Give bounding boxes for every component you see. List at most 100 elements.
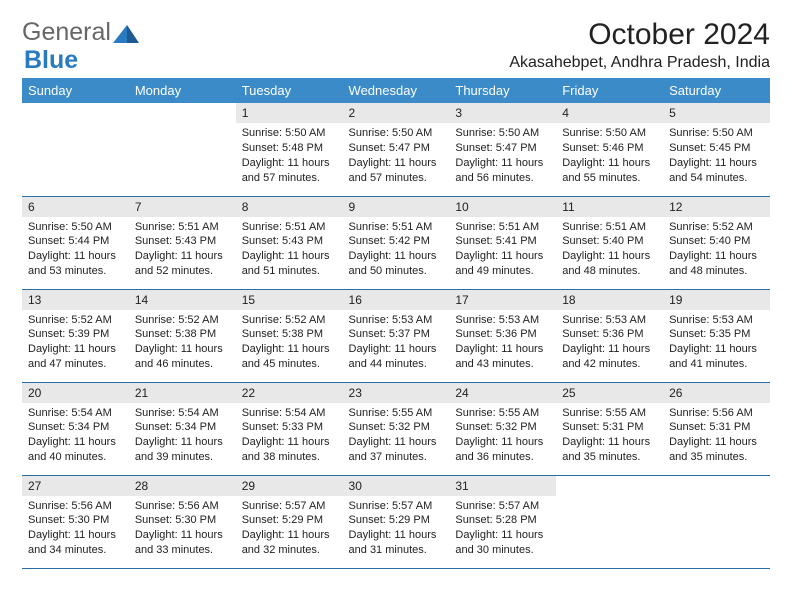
calendar-cell: 8Sunrise: 5:51 AMSunset: 5:43 PMDaylight… — [236, 196, 343, 289]
sunrise-line: Sunrise: 5:50 AM — [562, 126, 657, 141]
calendar-cell: 24Sunrise: 5:55 AMSunset: 5:32 PMDayligh… — [449, 382, 556, 475]
calendar-cell: 20Sunrise: 5:54 AMSunset: 5:34 PMDayligh… — [22, 382, 129, 475]
day-number: 2 — [343, 103, 450, 123]
day-number: 21 — [129, 383, 236, 403]
sunset-line: Sunset: 5:30 PM — [135, 513, 230, 528]
day-body: Sunrise: 5:50 AMSunset: 5:46 PMDaylight:… — [556, 123, 663, 189]
sunset-line: Sunset: 5:40 PM — [669, 234, 764, 249]
calendar-cell — [129, 103, 236, 196]
day-body: Sunrise: 5:52 AMSunset: 5:39 PMDaylight:… — [22, 310, 129, 376]
day-body: Sunrise: 5:50 AMSunset: 5:47 PMDaylight:… — [343, 123, 450, 189]
day-number: 23 — [343, 383, 450, 403]
calendar-cell: 31Sunrise: 5:57 AMSunset: 5:28 PMDayligh… — [449, 475, 556, 568]
sunrise-line: Sunrise: 5:53 AM — [349, 313, 444, 328]
sunset-line: Sunset: 5:28 PM — [455, 513, 550, 528]
brand-part2-wrap: Blue — [24, 46, 78, 75]
sunrise-line: Sunrise: 5:50 AM — [669, 126, 764, 141]
day-body: Sunrise: 5:56 AMSunset: 5:30 PMDaylight:… — [129, 496, 236, 562]
day-number: 17 — [449, 290, 556, 310]
calendar-body: 1Sunrise: 5:50 AMSunset: 5:48 PMDaylight… — [22, 103, 770, 568]
daylight-line: Daylight: 11 hours and 49 minutes. — [455, 249, 550, 279]
daylight-line: Daylight: 11 hours and 54 minutes. — [669, 156, 764, 186]
daylight-line: Daylight: 11 hours and 33 minutes. — [135, 528, 230, 558]
daylight-line: Daylight: 11 hours and 36 minutes. — [455, 435, 550, 465]
sunrise-line: Sunrise: 5:53 AM — [669, 313, 764, 328]
sunrise-line: Sunrise: 5:55 AM — [349, 406, 444, 421]
logo: General — [22, 18, 139, 47]
page-title: October 2024 — [509, 18, 770, 52]
daylight-line: Daylight: 11 hours and 35 minutes. — [669, 435, 764, 465]
daylight-line: Daylight: 11 hours and 38 minutes. — [242, 435, 337, 465]
day-header: Friday — [556, 78, 663, 103]
brand-part2: Blue — [24, 46, 78, 74]
calendar-cell: 19Sunrise: 5:53 AMSunset: 5:35 PMDayligh… — [663, 289, 770, 382]
day-body: Sunrise: 5:51 AMSunset: 5:41 PMDaylight:… — [449, 217, 556, 283]
sunset-line: Sunset: 5:36 PM — [562, 327, 657, 342]
day-number: 5 — [663, 103, 770, 123]
day-body: Sunrise: 5:57 AMSunset: 5:29 PMDaylight:… — [343, 496, 450, 562]
day-number: 19 — [663, 290, 770, 310]
calendar-cell: 9Sunrise: 5:51 AMSunset: 5:42 PMDaylight… — [343, 196, 450, 289]
day-body: Sunrise: 5:55 AMSunset: 5:32 PMDaylight:… — [343, 403, 450, 469]
day-body: Sunrise: 5:51 AMSunset: 5:43 PMDaylight:… — [129, 217, 236, 283]
calendar-cell: 18Sunrise: 5:53 AMSunset: 5:36 PMDayligh… — [556, 289, 663, 382]
day-body: Sunrise: 5:54 AMSunset: 5:34 PMDaylight:… — [129, 403, 236, 469]
sunrise-line: Sunrise: 5:51 AM — [135, 220, 230, 235]
day-number: 29 — [236, 476, 343, 496]
sunrise-line: Sunrise: 5:56 AM — [28, 499, 123, 514]
day-body: Sunrise: 5:56 AMSunset: 5:31 PMDaylight:… — [663, 403, 770, 469]
sunrise-line: Sunrise: 5:56 AM — [669, 406, 764, 421]
calendar-cell: 23Sunrise: 5:55 AMSunset: 5:32 PMDayligh… — [343, 382, 450, 475]
day-number: 1 — [236, 103, 343, 123]
calendar-cell: 27Sunrise: 5:56 AMSunset: 5:30 PMDayligh… — [22, 475, 129, 568]
calendar-cell: 1Sunrise: 5:50 AMSunset: 5:48 PMDaylight… — [236, 103, 343, 196]
sunset-line: Sunset: 5:40 PM — [562, 234, 657, 249]
logo-triangle-icon — [113, 23, 139, 43]
calendar-header-row: SundayMondayTuesdayWednesdayThursdayFrid… — [22, 78, 770, 103]
sunrise-line: Sunrise: 5:52 AM — [242, 313, 337, 328]
sunset-line: Sunset: 5:45 PM — [669, 141, 764, 156]
calendar-cell: 13Sunrise: 5:52 AMSunset: 5:39 PMDayligh… — [22, 289, 129, 382]
calendar-cell — [663, 475, 770, 568]
day-body: Sunrise: 5:51 AMSunset: 5:42 PMDaylight:… — [343, 217, 450, 283]
sunset-line: Sunset: 5:34 PM — [28, 420, 123, 435]
sunset-line: Sunset: 5:32 PM — [349, 420, 444, 435]
daylight-line: Daylight: 11 hours and 31 minutes. — [349, 528, 444, 558]
sunrise-line: Sunrise: 5:50 AM — [455, 126, 550, 141]
sunset-line: Sunset: 5:47 PM — [455, 141, 550, 156]
header: General October 2024 Akasahebpet, Andhra… — [22, 18, 770, 72]
day-number: 20 — [22, 383, 129, 403]
sunset-line: Sunset: 5:30 PM — [28, 513, 123, 528]
daylight-line: Daylight: 11 hours and 45 minutes. — [242, 342, 337, 372]
sunrise-line: Sunrise: 5:56 AM — [135, 499, 230, 514]
day-body: Sunrise: 5:57 AMSunset: 5:29 PMDaylight:… — [236, 496, 343, 562]
day-body: Sunrise: 5:53 AMSunset: 5:36 PMDaylight:… — [556, 310, 663, 376]
calendar-cell — [556, 475, 663, 568]
day-number: 12 — [663, 197, 770, 217]
day-number: 11 — [556, 197, 663, 217]
day-number: 6 — [22, 197, 129, 217]
brand-part1: General — [22, 18, 111, 47]
sunrise-line: Sunrise: 5:51 AM — [349, 220, 444, 235]
calendar-cell: 15Sunrise: 5:52 AMSunset: 5:38 PMDayligh… — [236, 289, 343, 382]
day-header: Sunday — [22, 78, 129, 103]
sunset-line: Sunset: 5:38 PM — [135, 327, 230, 342]
sunrise-line: Sunrise: 5:53 AM — [455, 313, 550, 328]
day-number: 14 — [129, 290, 236, 310]
calendar-cell: 21Sunrise: 5:54 AMSunset: 5:34 PMDayligh… — [129, 382, 236, 475]
sunrise-line: Sunrise: 5:54 AM — [242, 406, 337, 421]
day-body: Sunrise: 5:55 AMSunset: 5:31 PMDaylight:… — [556, 403, 663, 469]
daylight-line: Daylight: 11 hours and 30 minutes. — [455, 528, 550, 558]
daylight-line: Daylight: 11 hours and 39 minutes. — [135, 435, 230, 465]
day-body: Sunrise: 5:50 AMSunset: 5:44 PMDaylight:… — [22, 217, 129, 283]
daylight-line: Daylight: 11 hours and 55 minutes. — [562, 156, 657, 186]
daylight-line: Daylight: 11 hours and 34 minutes. — [28, 528, 123, 558]
calendar-cell: 5 Sunrise: 5:50 AMSunset: 5:45 PMDaylight… — [663, 103, 770, 196]
calendar-cell: 14Sunrise: 5:52 AMSunset: 5:38 PMDayligh… — [129, 289, 236, 382]
daylight-line: Daylight: 11 hours and 32 minutes. — [242, 528, 337, 558]
day-header: Wednesday — [343, 78, 450, 103]
sunrise-line: Sunrise: 5:57 AM — [242, 499, 337, 514]
day-body: Sunrise: 5:53 AMSunset: 5:36 PMDaylight:… — [449, 310, 556, 376]
sunrise-line: Sunrise: 5:52 AM — [669, 220, 764, 235]
daylight-line: Daylight: 11 hours and 57 minutes. — [349, 156, 444, 186]
